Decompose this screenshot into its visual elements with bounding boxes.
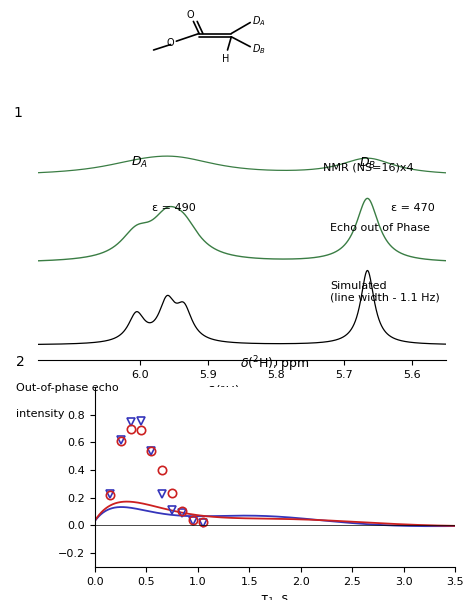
Text: O: O (187, 10, 194, 20)
Text: O: O (167, 38, 174, 49)
Text: Out-of-phase echo: Out-of-phase echo (16, 383, 118, 394)
X-axis label: τ₁, s: τ₁, s (262, 592, 288, 600)
Text: Simulated
(line width - 1.1 Hz): Simulated (line width - 1.1 Hz) (330, 281, 440, 303)
Text: $D_B$: $D_B$ (359, 156, 376, 171)
Text: H: H (222, 55, 229, 64)
Text: $D_A$: $D_A$ (131, 155, 148, 170)
Text: intensity: intensity (16, 409, 64, 419)
Text: $D_B$: $D_B$ (252, 42, 266, 56)
Text: $D_A$: $D_A$ (252, 14, 266, 28)
Text: ε = 470: ε = 470 (391, 203, 435, 213)
Text: $\delta$($^2$H), ppm: $\delta$($^2$H), ppm (240, 355, 310, 374)
Text: 1: 1 (13, 106, 22, 120)
Text: NMR (NS=16)x4: NMR (NS=16)x4 (323, 162, 414, 172)
Text: Echo out of Phase: Echo out of Phase (330, 223, 430, 233)
X-axis label: δ(²H), ppm: δ(²H), ppm (208, 385, 275, 398)
Text: 2: 2 (16, 355, 24, 368)
Text: ε = 490: ε = 490 (152, 203, 196, 213)
